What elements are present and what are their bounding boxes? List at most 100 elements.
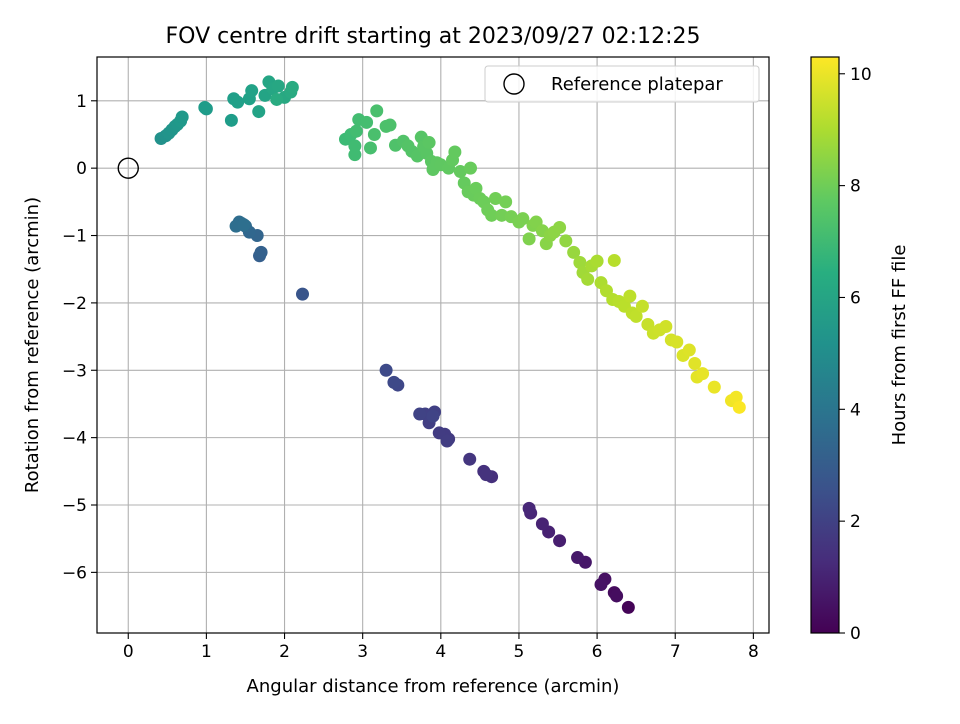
legend-entry-reference: Reference platepar bbox=[551, 74, 723, 95]
data-point bbox=[237, 218, 251, 232]
x-tick-label: 1 bbox=[201, 642, 212, 662]
y-axis-ticks: 1 0 −1 −2 −3 −4 −5 −6 bbox=[62, 92, 97, 583]
data-point bbox=[198, 101, 212, 115]
data-point bbox=[573, 255, 587, 269]
data-point bbox=[422, 136, 436, 150]
grid bbox=[97, 57, 769, 633]
data-point bbox=[590, 254, 604, 268]
data-point bbox=[175, 110, 189, 124]
data-point bbox=[432, 426, 446, 440]
x-tick-label: 0 bbox=[123, 642, 134, 662]
y-tick-label: −3 bbox=[62, 361, 87, 381]
y-tick-label: −5 bbox=[62, 496, 87, 516]
data-point bbox=[559, 234, 573, 248]
data-point bbox=[489, 191, 503, 205]
data-point bbox=[696, 367, 710, 381]
data-point bbox=[453, 165, 467, 179]
data-point bbox=[367, 127, 381, 141]
reference-marker-layer bbox=[117, 157, 139, 179]
legend: Reference platepar bbox=[484, 65, 760, 103]
data-point bbox=[349, 124, 363, 138]
data-point bbox=[567, 245, 581, 259]
x-tick-label: 6 bbox=[592, 642, 603, 662]
data-point bbox=[296, 287, 310, 301]
data-point bbox=[252, 105, 266, 119]
reference-marker bbox=[117, 157, 139, 179]
data-point bbox=[516, 212, 530, 226]
data-point bbox=[426, 409, 440, 423]
colorbar bbox=[810, 56, 840, 634]
data-point bbox=[387, 375, 401, 389]
x-tick-label: 2 bbox=[279, 642, 290, 662]
data-point bbox=[463, 452, 477, 466]
x-tick-label: 5 bbox=[514, 642, 525, 662]
y-tick-label: 0 bbox=[76, 159, 87, 179]
colorbar-tick-label: 6 bbox=[850, 288, 861, 308]
data-point bbox=[670, 335, 684, 349]
data-point bbox=[270, 92, 284, 106]
data-point bbox=[522, 501, 536, 515]
data-point bbox=[581, 272, 595, 286]
data-point bbox=[553, 220, 567, 234]
data-point bbox=[485, 208, 499, 222]
y-tick-label: −4 bbox=[62, 429, 87, 449]
colorbar-tick-label: 8 bbox=[850, 177, 861, 197]
x-axis-ticks: 0 1 2 3 4 5 6 7 8 bbox=[123, 633, 759, 662]
data-point bbox=[571, 551, 585, 565]
data-point bbox=[629, 309, 643, 323]
data-point bbox=[499, 195, 513, 209]
legend-box bbox=[484, 65, 760, 103]
y-axis-label: Rotation from reference (arcmin) bbox=[22, 197, 43, 493]
data-point bbox=[688, 357, 702, 371]
data-point bbox=[610, 589, 624, 603]
x-tick-label: 4 bbox=[435, 642, 446, 662]
colorbar-label: Hours from first FF file bbox=[889, 245, 910, 446]
y-tick-label: −2 bbox=[62, 294, 87, 314]
data-points bbox=[154, 75, 746, 614]
data-point bbox=[370, 104, 384, 118]
colorbar-ticks: 0 2 4 6 8 10 bbox=[839, 65, 872, 644]
data-point bbox=[535, 517, 549, 531]
plot-area-frame bbox=[96, 56, 770, 634]
y-tick-label: 1 bbox=[76, 92, 87, 112]
colorbar-tick-label: 10 bbox=[850, 65, 872, 85]
data-point bbox=[379, 363, 393, 377]
x-axis-label: Angular distance from reference (arcmin) bbox=[247, 676, 620, 697]
data-point bbox=[607, 253, 621, 267]
data-point bbox=[413, 407, 427, 421]
x-tick-label: 7 bbox=[670, 642, 681, 662]
data-point bbox=[635, 299, 649, 313]
data-point bbox=[224, 113, 238, 127]
data-point bbox=[623, 289, 637, 303]
y-tick-label: −6 bbox=[62, 563, 87, 583]
x-tick-label: 3 bbox=[357, 642, 368, 662]
data-point bbox=[383, 118, 397, 132]
legend-circle-marker bbox=[503, 73, 525, 95]
data-point bbox=[707, 380, 721, 394]
data-point bbox=[271, 79, 285, 93]
chart-title: FOV centre drift starting at 2023/09/27 … bbox=[166, 24, 701, 49]
colorbar-tick-label: 4 bbox=[850, 400, 861, 420]
data-point bbox=[285, 80, 299, 94]
data-point bbox=[522, 232, 536, 246]
data-point bbox=[360, 115, 374, 129]
data-point bbox=[469, 181, 483, 195]
data-point bbox=[448, 145, 462, 159]
data-point bbox=[594, 577, 608, 591]
data-point bbox=[254, 245, 268, 259]
colorbar-tick-label: 0 bbox=[850, 624, 861, 644]
data-point bbox=[729, 390, 743, 404]
data-point bbox=[440, 434, 454, 448]
data-point bbox=[479, 468, 493, 482]
data-point bbox=[659, 319, 673, 333]
data-point bbox=[621, 600, 635, 614]
x-tick-label: 8 bbox=[748, 642, 759, 662]
data-point bbox=[464, 161, 478, 175]
data-point bbox=[348, 139, 362, 153]
colorbar-tick-label: 2 bbox=[850, 512, 861, 532]
data-point bbox=[245, 84, 259, 98]
data-point bbox=[732, 400, 746, 414]
data-point bbox=[231, 95, 245, 109]
